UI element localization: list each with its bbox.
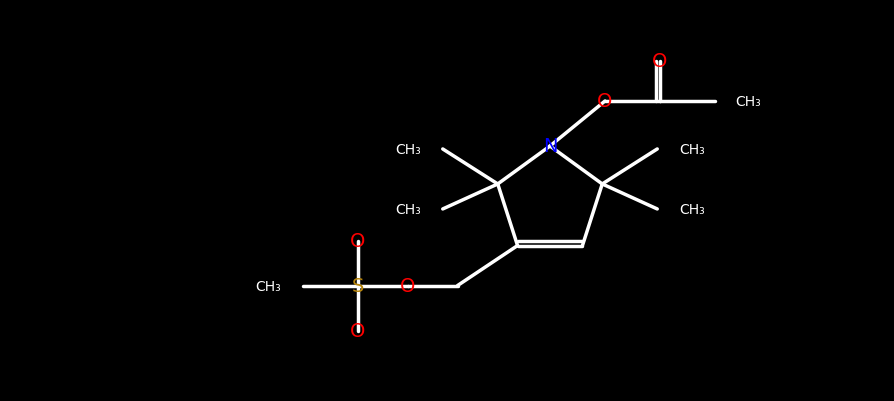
Text: O: O (350, 321, 366, 340)
Text: O: O (400, 276, 415, 295)
Text: O: O (597, 92, 612, 111)
Text: CH₃: CH₃ (255, 279, 281, 293)
Text: O: O (350, 231, 366, 251)
Text: CH₃: CH₃ (679, 143, 705, 156)
Text: CH₃: CH₃ (679, 203, 705, 217)
Text: CH₃: CH₃ (395, 203, 421, 217)
Text: CH₃: CH₃ (395, 143, 421, 156)
Text: S: S (351, 276, 364, 295)
Text: N: N (543, 137, 557, 156)
Text: O: O (653, 53, 668, 71)
Text: CH₃: CH₃ (735, 95, 761, 109)
